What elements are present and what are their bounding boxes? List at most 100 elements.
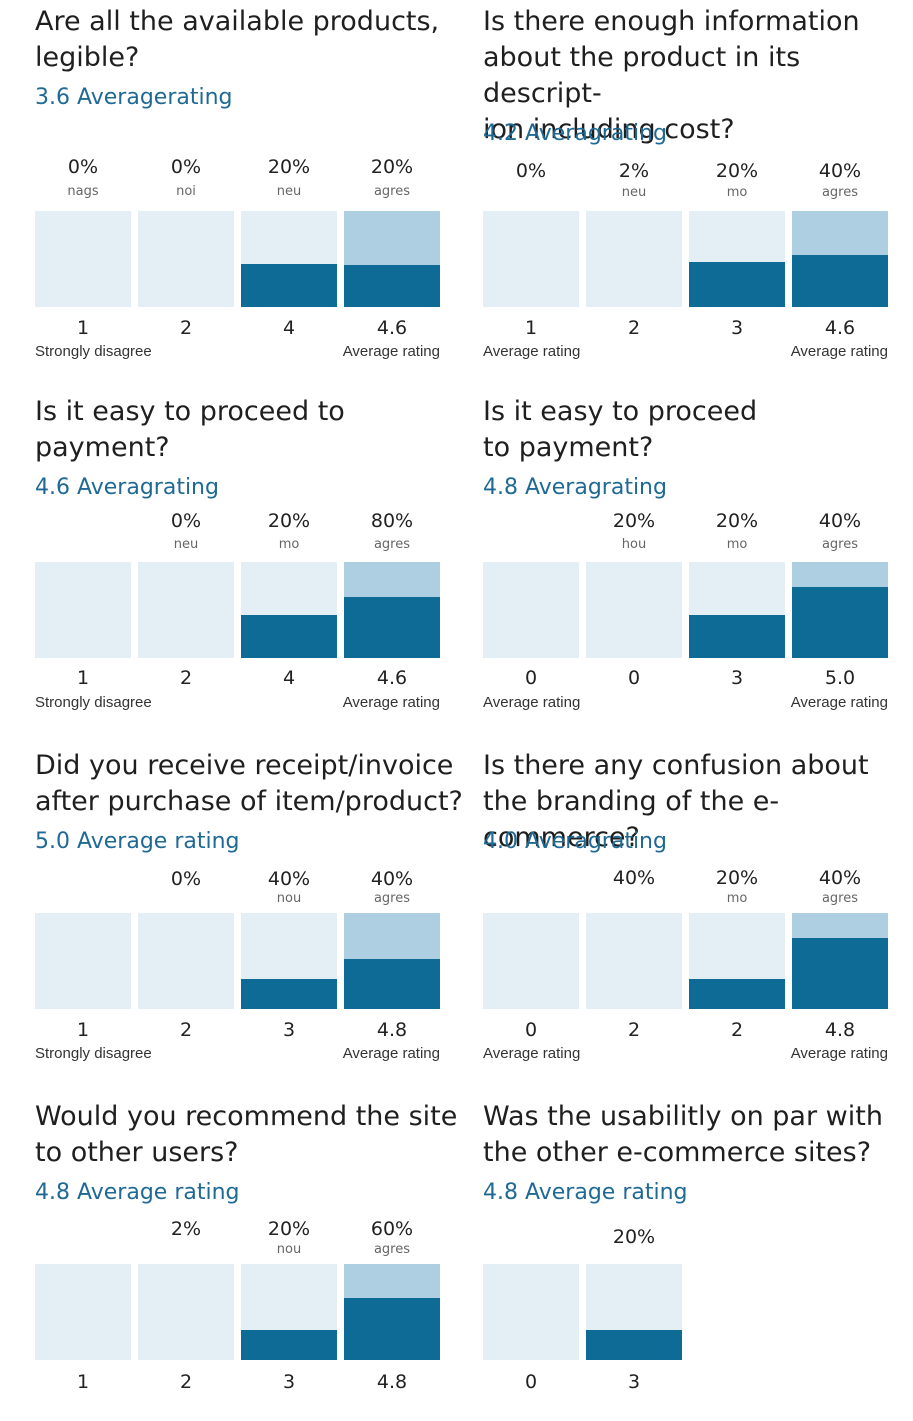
bar-value-label: 3 <box>627 1371 641 1393</box>
bar-percent-label: 80% <box>370 510 414 532</box>
bar-value-label: 2 <box>179 1371 193 1393</box>
bar-percent-label: 40% <box>818 160 862 182</box>
rating-bar <box>689 211 785 307</box>
survey-question-panel: Was the usabilitly on par with the other… <box>483 1099 913 1421</box>
bar-value-label: 5.0 <box>824 667 856 689</box>
rating-bar <box>344 913 440 1009</box>
rating-bar <box>792 913 888 1009</box>
rating-bar <box>792 562 888 658</box>
bar-category-label: mo <box>726 185 748 200</box>
scale-right-label: Average rating <box>342 694 440 711</box>
bar-category-label: neu <box>621 185 647 200</box>
bar-percent-label: 20% <box>267 1218 311 1240</box>
bar-category-label: mo <box>278 537 300 552</box>
average-rating-text: 3.6 Averagerating <box>35 85 233 110</box>
rating-bar-dark-fill <box>792 938 888 1009</box>
rating-bar-dark-fill <box>344 597 440 658</box>
bar-value-label: 2 <box>627 1019 641 1041</box>
bar-category-label: agres <box>821 891 859 906</box>
bar-value-label: 2 <box>179 317 193 339</box>
rating-bar <box>483 562 579 658</box>
bar-percent-label: 20% <box>612 1226 656 1248</box>
bar-percent-label: 0% <box>170 156 202 178</box>
question-title: Is it easy to proceed to payment? <box>483 396 758 463</box>
rating-bar-dark-fill <box>792 587 888 658</box>
bar-value-label: 2 <box>179 1019 193 1041</box>
bar-percent-label: 0% <box>170 868 202 890</box>
survey-question-panel: Is there enough information about the pr… <box>483 4 913 367</box>
rating-bar-dark-fill <box>344 959 440 1009</box>
scale-left-label: Average rating <box>483 1045 581 1062</box>
bar-value-label: 3 <box>282 1019 296 1041</box>
scale-right-label: Average rating <box>342 1045 440 1062</box>
rating-bar-dark-fill <box>689 979 785 1009</box>
rating-bar <box>689 562 785 658</box>
rating-bar <box>241 913 337 1009</box>
bar-percent-label: 20% <box>267 510 311 532</box>
question-title: Is there any confusion about the brandin… <box>483 750 869 853</box>
bar-value-label: 3 <box>730 317 744 339</box>
scale-left-label: Average rating <box>483 343 581 360</box>
question-title: Would you recommend the site to other us… <box>35 1101 458 1168</box>
average-rating-text: 4.8 Average rating <box>483 1180 688 1205</box>
rating-bar <box>35 211 131 307</box>
rating-bar <box>586 1264 682 1360</box>
rating-bar-dark-fill <box>689 262 785 307</box>
bar-percent-label: 0% <box>67 156 99 178</box>
bar-percent-label: 2% <box>170 1218 202 1240</box>
scale-right-label: Average rating <box>790 343 888 360</box>
rating-bar <box>689 913 785 1009</box>
scale-right-label: Average rating <box>790 694 888 711</box>
bar-value-label: 4 <box>282 317 296 339</box>
bar-category-label: agres <box>821 185 859 200</box>
survey-question-panel: Are all the available products, legible?… <box>35 4 475 367</box>
bar-category-label: neu <box>276 184 302 199</box>
rating-bar-dark-fill <box>241 264 337 307</box>
bar-category-label: agres <box>373 891 411 906</box>
bar-value-label: 1 <box>76 667 90 689</box>
bar-value-label: 1 <box>524 317 538 339</box>
bar-category-label: agres <box>821 537 859 552</box>
rating-bar <box>138 913 234 1009</box>
average-rating-text: 4.2 Averagrating <box>483 121 667 146</box>
question-title: Is it easy to proceed to payment? <box>35 396 345 463</box>
survey-question-panel: Did you receive receipt/invoice after pu… <box>35 748 475 1069</box>
rating-bar <box>138 562 234 658</box>
rating-bar <box>241 211 337 307</box>
scale-left-label: Strongly disagree <box>35 694 152 711</box>
bar-value-label: 4.8 <box>376 1019 408 1041</box>
bar-category-label: noi <box>176 184 196 199</box>
bar-percent-label: 20% <box>715 510 759 532</box>
rating-bar <box>35 913 131 1009</box>
bar-percent-label: 0% <box>515 160 547 182</box>
rating-bar-dark-fill <box>586 1330 682 1360</box>
bar-category-label: nou <box>276 1242 302 1257</box>
bar-value-label: 4.8 <box>824 1019 856 1041</box>
survey-question-panel: Is it easy to proceed to payment? 4.8 Ave… <box>483 394 913 718</box>
bar-value-label: 2 <box>730 1019 744 1041</box>
rating-bar <box>344 562 440 658</box>
bar-percent-label: 40% <box>612 867 656 889</box>
bar-percent-label: 40% <box>370 868 414 890</box>
bar-value-label: 4 <box>282 667 296 689</box>
bar-percent-label: 20% <box>267 156 311 178</box>
bar-value-label: 4.6 <box>824 317 856 339</box>
average-rating-text: 5.0 Average rating <box>35 829 240 854</box>
rating-bar <box>586 913 682 1009</box>
bar-value-label: 4.6 <box>376 667 408 689</box>
survey-question-panel: Would you recommend the site to other us… <box>35 1099 475 1421</box>
bar-value-label: 4.8 <box>376 1371 408 1393</box>
bar-category-label: nags <box>67 184 99 199</box>
bar-value-label: 0 <box>524 1371 538 1393</box>
bar-percent-label: 20% <box>715 867 759 889</box>
rating-bar-dark-fill <box>241 615 337 658</box>
bar-percent-label: 60% <box>370 1218 414 1240</box>
bar-value-label: 3 <box>730 667 744 689</box>
bar-percent-label: 20% <box>715 160 759 182</box>
rating-bar <box>138 1264 234 1360</box>
rating-bar <box>344 211 440 307</box>
rating-bar <box>792 211 888 307</box>
bar-value-label: 0 <box>524 1019 538 1041</box>
rating-bar <box>241 562 337 658</box>
bar-category-label: neu <box>173 537 199 552</box>
